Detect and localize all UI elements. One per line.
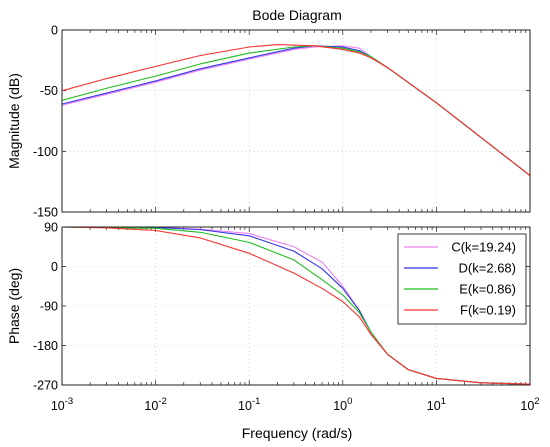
y-tick-label: 0 [51, 260, 58, 274]
y-axis-label: Magnitude (dB) [6, 73, 22, 169]
x-tick-label: 10-1 [238, 396, 260, 413]
legend-box [397, 233, 527, 325]
y-tick-label: -90 [40, 300, 58, 314]
x-tick-label: 101 [427, 396, 446, 413]
legend: C(k=19.24) D(k=2.68) E(k=0.86) F(k=0.19) [397, 233, 527, 325]
legend-entry: F(k=0.19) [460, 303, 516, 318]
y-tick-label: -100 [33, 145, 58, 159]
series-line-f [62, 227, 530, 385]
y-tick-label: -150 [33, 206, 58, 220]
magnitude-panel: 0 -50 -100 -150 Magnitude (dB) [6, 24, 531, 220]
frequency-axis: 10-3 10-2 10-1 100 101 102 [51, 396, 540, 413]
x-tick-label: 10-2 [144, 396, 166, 413]
y-tick-label: 0 [51, 24, 58, 38]
x-tick-label: 100 [333, 396, 352, 413]
x-tick-label: 102 [520, 396, 539, 413]
legend-entry: C(k=19.24) [451, 240, 516, 255]
x-axis-label: Frequency (rad/s) [242, 425, 352, 441]
y-axis-label: Phase (deg) [6, 268, 22, 344]
series-line-f [62, 44, 530, 177]
y-tick-label: -50 [40, 84, 58, 98]
y-tick-label: -180 [33, 339, 58, 353]
legend-entry: E(k=0.86) [459, 282, 516, 297]
chart-title: Bode Diagram [252, 7, 342, 23]
plot-frame [61, 226, 531, 386]
plot-frame [61, 29, 531, 213]
y-tick-label: 90 [44, 221, 58, 235]
x-tick-label: 10-3 [51, 396, 73, 413]
y-tick-label: -270 [33, 379, 58, 393]
plot-area [62, 30, 530, 212]
legend-entry: D(k=2.68) [459, 261, 516, 276]
